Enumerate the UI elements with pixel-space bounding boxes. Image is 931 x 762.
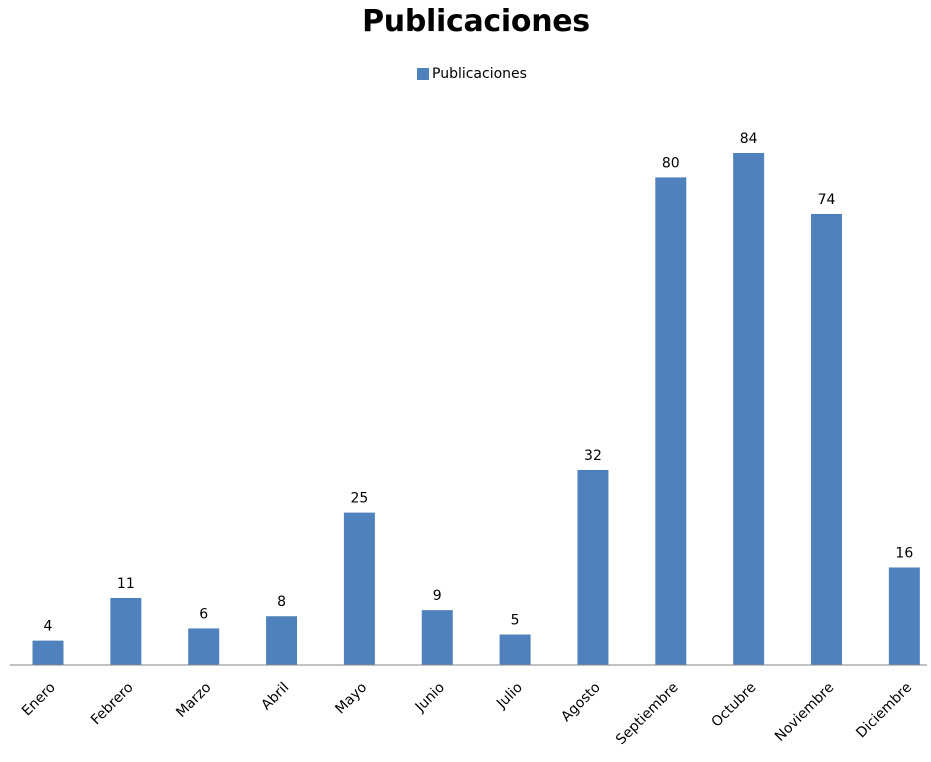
data-label-marzo: 6 (199, 606, 208, 622)
x-tick-label-agosto: Agosto (558, 680, 604, 726)
data-label-febrero: 11 (117, 576, 135, 592)
data-label-junio: 9 (433, 588, 442, 604)
data-label-octubre: 84 (740, 131, 758, 147)
bar-septiembre (655, 177, 687, 665)
x-tick-label-abril: Abril (258, 680, 292, 714)
data-labels-layer: 4 11 6 8 25 9 5 32 80 84 74 16 (44, 131, 914, 635)
bar-julio (499, 634, 531, 665)
bar-febrero (110, 597, 142, 665)
data-label-julio: 5 (511, 613, 520, 629)
x-tick-label-julio: Julio (493, 680, 526, 713)
bar-enero (32, 640, 64, 665)
data-label-mayo: 25 (350, 491, 368, 507)
x-tick-label-octubre: Octubre (709, 680, 760, 731)
data-label-diciembre: 16 (895, 545, 913, 561)
data-label-enero: 4 (44, 619, 53, 635)
bars-layer (32, 153, 920, 665)
data-label-septiembre: 80 (662, 155, 680, 171)
bar-mayo (343, 512, 375, 665)
x-tick-label-noviembre: Noviembre (772, 680, 837, 745)
x-tick-label-febrero: Febrero (88, 680, 137, 729)
x-tick-label-septiembre: Septiembre (613, 680, 682, 749)
legend: Publicaciones (417, 66, 527, 82)
bar-junio (421, 610, 453, 665)
chart-title: Publicaciones (362, 4, 590, 39)
bar-marzo (188, 628, 220, 665)
bar-abril (266, 616, 298, 665)
x-tick-label-mayo: Mayo (332, 680, 370, 718)
data-label-abril: 8 (277, 594, 286, 610)
bar-octubre (733, 153, 765, 665)
x-tick-labels-layer: Enero Febrero Marzo Abril Mayo Junio Julio Agos… (19, 680, 915, 749)
x-tick-label-marzo: Marzo (173, 680, 214, 721)
x-tick-label-junio: Junio (412, 680, 448, 716)
legend-label: Publicaciones (432, 66, 527, 82)
x-tick-label-diciembre: Diciembre (853, 680, 915, 742)
data-label-agosto: 32 (584, 448, 602, 464)
bar-noviembre (811, 213, 842, 665)
data-label-noviembre: 74 (818, 192, 836, 208)
x-tick-label-enero: Enero (19, 680, 59, 720)
bar-diciembre (888, 567, 920, 665)
bar-agosto (577, 469, 609, 665)
legend-swatch (417, 68, 429, 80)
